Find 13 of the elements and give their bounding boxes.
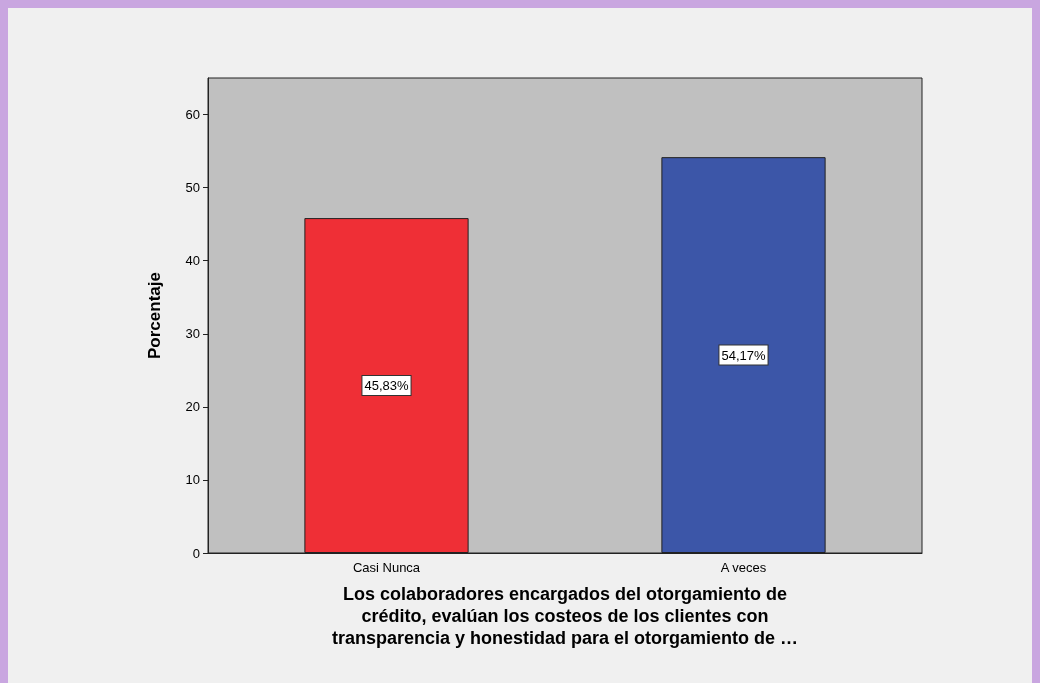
x-tick-label: Casi Nunca — [352, 560, 421, 575]
y-tick-label: 10 — [185, 472, 200, 488]
y-tick-label: 60 — [185, 107, 200, 123]
data-label: 54,17% — [721, 347, 766, 363]
y-tick-label: 40 — [185, 253, 200, 269]
y-axis-title: Porcentaje — [145, 272, 164, 359]
x-axis-title: Los colaboradores encargados del otorgamiento de crédito, evalúan los costeos de los clientes con transparencia y honestidad para el otorgamiento de … — [331, 584, 799, 648]
data-label: 45,83% — [364, 378, 409, 394]
y-tick-label: 0 — [192, 545, 200, 561]
x-tick-label: A veces — [720, 560, 767, 575]
y-tick-label: 50 — [185, 180, 200, 196]
y-tick-label: 30 — [185, 326, 200, 342]
y-tick-label: 20 — [185, 399, 200, 415]
